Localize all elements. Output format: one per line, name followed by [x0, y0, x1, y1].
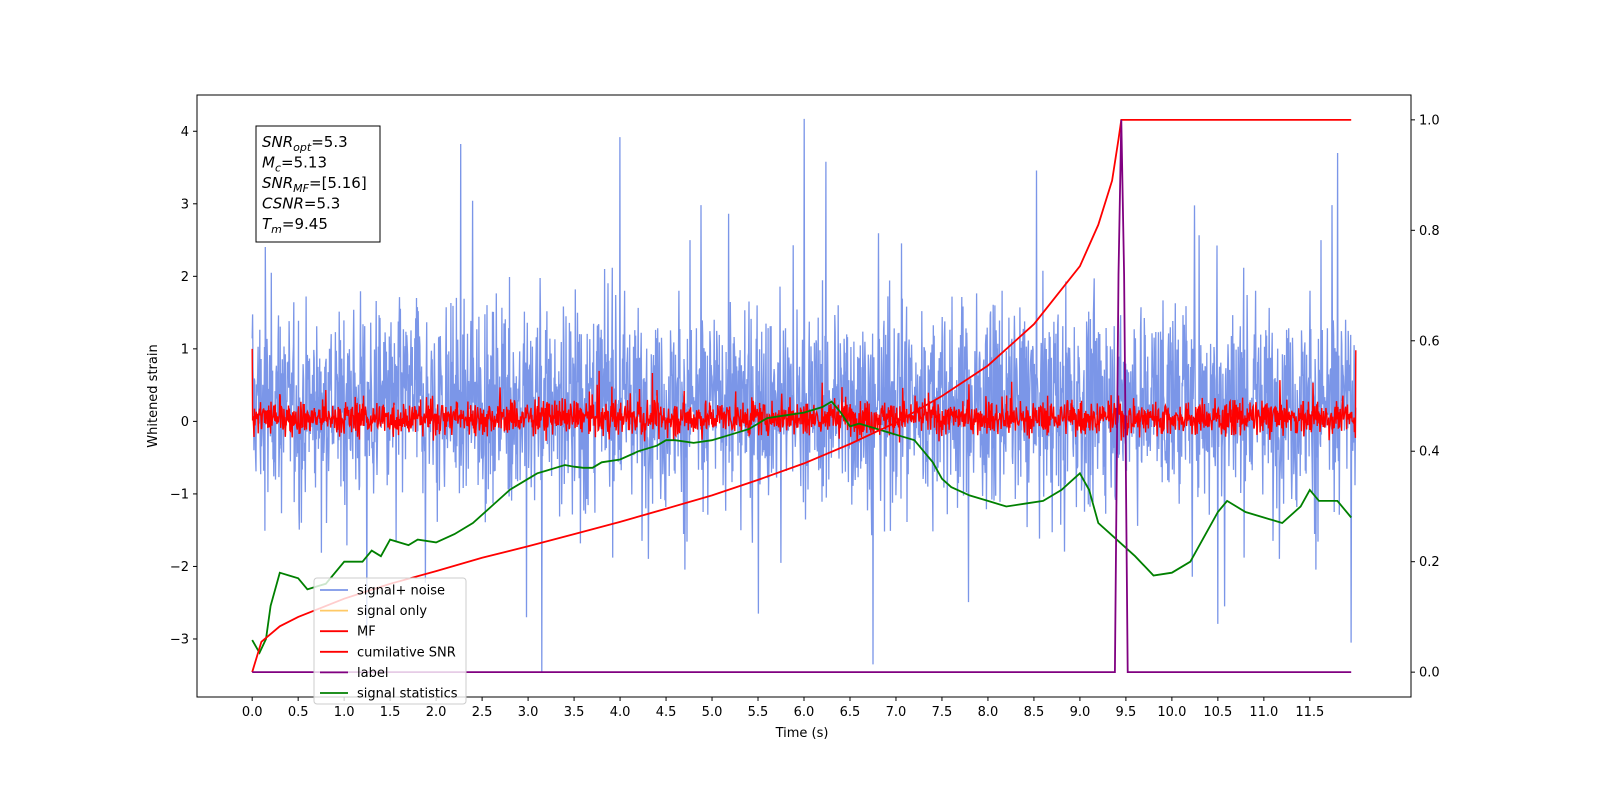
annotation-line: Tm=9.45 — [262, 215, 328, 236]
y-tick-label: −1 — [170, 487, 189, 502]
x-tick-label: 8.5 — [1024, 705, 1045, 720]
y2-tick-label: 1.0 — [1419, 113, 1440, 128]
x-tick-label: 11.5 — [1295, 705, 1324, 720]
legend-label: signal statistics — [357, 687, 458, 702]
x-tick-label: 1.0 — [334, 705, 355, 720]
x-tick-label: 6.5 — [840, 705, 861, 720]
x-tick-label: 2.0 — [426, 705, 447, 720]
series-mf — [251, 348, 1357, 443]
x-tick-label: 4.0 — [610, 705, 631, 720]
x-tick-label: 0.0 — [242, 705, 263, 720]
x-tick-label: 3.0 — [518, 705, 539, 720]
y2-tick-label: 0.8 — [1419, 224, 1440, 239]
x-tick-label: 7.0 — [886, 705, 907, 720]
x-tick-label: 5.0 — [702, 705, 723, 720]
legend-label: cumilative SNR — [357, 645, 456, 660]
annotation-line: SNRopt=5.3 — [262, 133, 348, 154]
y-axis-left: −3 −2 −1 0 1 2 3 4 — [170, 125, 197, 647]
x-tick-label: 4.5 — [656, 705, 677, 720]
y-tick-label: −2 — [170, 560, 189, 575]
annotation-line: Mc=5.13 — [262, 154, 327, 175]
y-tick-label: 2 — [181, 270, 189, 285]
x-tick-label: 3.5 — [564, 705, 585, 720]
x-tick-label: 1.5 — [380, 705, 401, 720]
x-tick-label: 0.5 — [288, 705, 309, 720]
series-signal-statistics — [251, 400, 1352, 655]
x-axis-label: Time (s) — [775, 726, 829, 741]
x-tick-label: 6.0 — [794, 705, 815, 720]
x-tick-label: 9.0 — [1070, 705, 1091, 720]
noise-layer — [251, 118, 1357, 672]
x-tick-label: 8.0 — [978, 705, 999, 720]
x-axis: 0.0 0.5 1.0 1.5 2.0 2.5 3.0 3.5 4.0 4.5 5.0 5.5 6.0 6… — [242, 697, 1324, 720]
x-tick-label: 7.5 — [932, 705, 953, 720]
y-tick-label: 1 — [181, 342, 189, 357]
y-tick-label: 0 — [181, 415, 189, 430]
y-axis-right: 0.0 0.2 0.4 0.6 0.8 1.0 — [1411, 113, 1440, 681]
y2-tick-label: 0.4 — [1419, 445, 1440, 460]
legend-label: signal+ noise — [357, 584, 445, 599]
x-tick-label: 9.5 — [1116, 705, 1137, 720]
legend-label: label — [357, 666, 388, 681]
y-tick-label: −3 — [170, 632, 189, 647]
y-axis-label: Whitened strain — [146, 344, 161, 447]
legend: signal+ noise signal only MF cumilative SNR… — [313, 577, 467, 705]
y2-tick-label: 0.6 — [1419, 334, 1440, 349]
x-tick-label: 10.0 — [1157, 705, 1186, 720]
legend-frame — [313, 577, 467, 705]
legend-label: signal only — [357, 604, 427, 619]
y2-tick-label: 0.2 — [1419, 555, 1440, 570]
x-tick-label: 5.5 — [748, 705, 769, 720]
series-label — [252, 119, 1352, 673]
annotation-line: CSNR=5.3 — [262, 195, 340, 213]
x-tick-label: 2.5 — [472, 705, 493, 720]
y2-tick-label: 0.0 — [1419, 666, 1440, 681]
y-tick-label: 4 — [181, 125, 189, 140]
x-tick-label: 10.5 — [1203, 705, 1232, 720]
legend-label: MF — [357, 625, 376, 640]
annotation-frame — [255, 125, 381, 243]
y-tick-label: 3 — [181, 197, 189, 212]
x-tick-label: 11.0 — [1249, 705, 1278, 720]
annotation-line: SNRMF=[5.16] — [262, 174, 367, 195]
